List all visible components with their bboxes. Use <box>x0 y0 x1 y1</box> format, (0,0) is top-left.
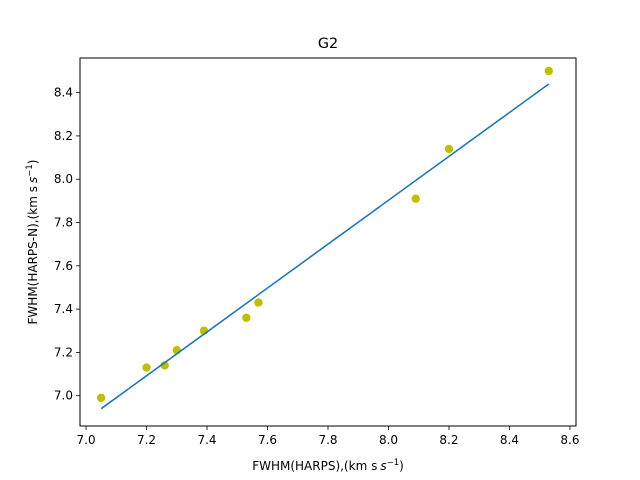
x-tick-label: 8.2 <box>439 433 458 447</box>
chart-title: G2 <box>318 36 338 52</box>
y-tick-label: 7.4 <box>54 302 73 316</box>
scatter-point <box>254 298 263 307</box>
scatter-point <box>444 144 454 154</box>
x-tick-label: 7.2 <box>137 433 156 447</box>
x-tick-label: 8.0 <box>379 433 398 447</box>
plot-frame <box>79 57 577 427</box>
x-tick-label: 8.6 <box>560 433 579 447</box>
scatter-point <box>142 363 151 372</box>
x-tick-label: 7.8 <box>318 433 337 447</box>
x-tick-label: 7.6 <box>258 433 277 447</box>
scatter-point <box>544 66 553 76</box>
y-tick-label: 8.0 <box>54 172 73 186</box>
x-tick-label: 7.0 <box>77 433 96 447</box>
plot-marks <box>96 66 553 410</box>
x-axis-unit-s: s <box>380 459 386 473</box>
y-tick-label: 8.2 <box>54 129 73 143</box>
x-axis-label: FWHM(HARPS),(km s s−1) <box>252 458 404 473</box>
scatter-point <box>242 313 251 322</box>
y-axis-unit-s: s <box>26 177 40 183</box>
y-tick-label: 7.0 <box>54 389 73 403</box>
x-tick-label: 8.4 <box>500 433 519 447</box>
x-axis-ticks: 7.0 7.2 7.4 7.6 7.8 8.0 8.2 8.4 8.6 <box>77 426 579 447</box>
y-axis-label: FWHM(HARPS-N),(km ss−1) <box>25 160 40 325</box>
scatter-point <box>411 194 420 203</box>
fit-line <box>100 83 550 410</box>
y-tick-label: 8.4 <box>54 86 73 100</box>
scatter-point <box>96 393 106 403</box>
y-tick-label: 7.8 <box>54 216 73 230</box>
y-tick-label: 7.2 <box>54 345 73 359</box>
x-tick-label: 7.4 <box>197 433 216 447</box>
y-tick-label: 7.6 <box>54 259 73 273</box>
y-axis-ticks: 7.0 7.2 7.4 7.6 7.8 8.0 8.2 8.4 <box>54 86 80 403</box>
